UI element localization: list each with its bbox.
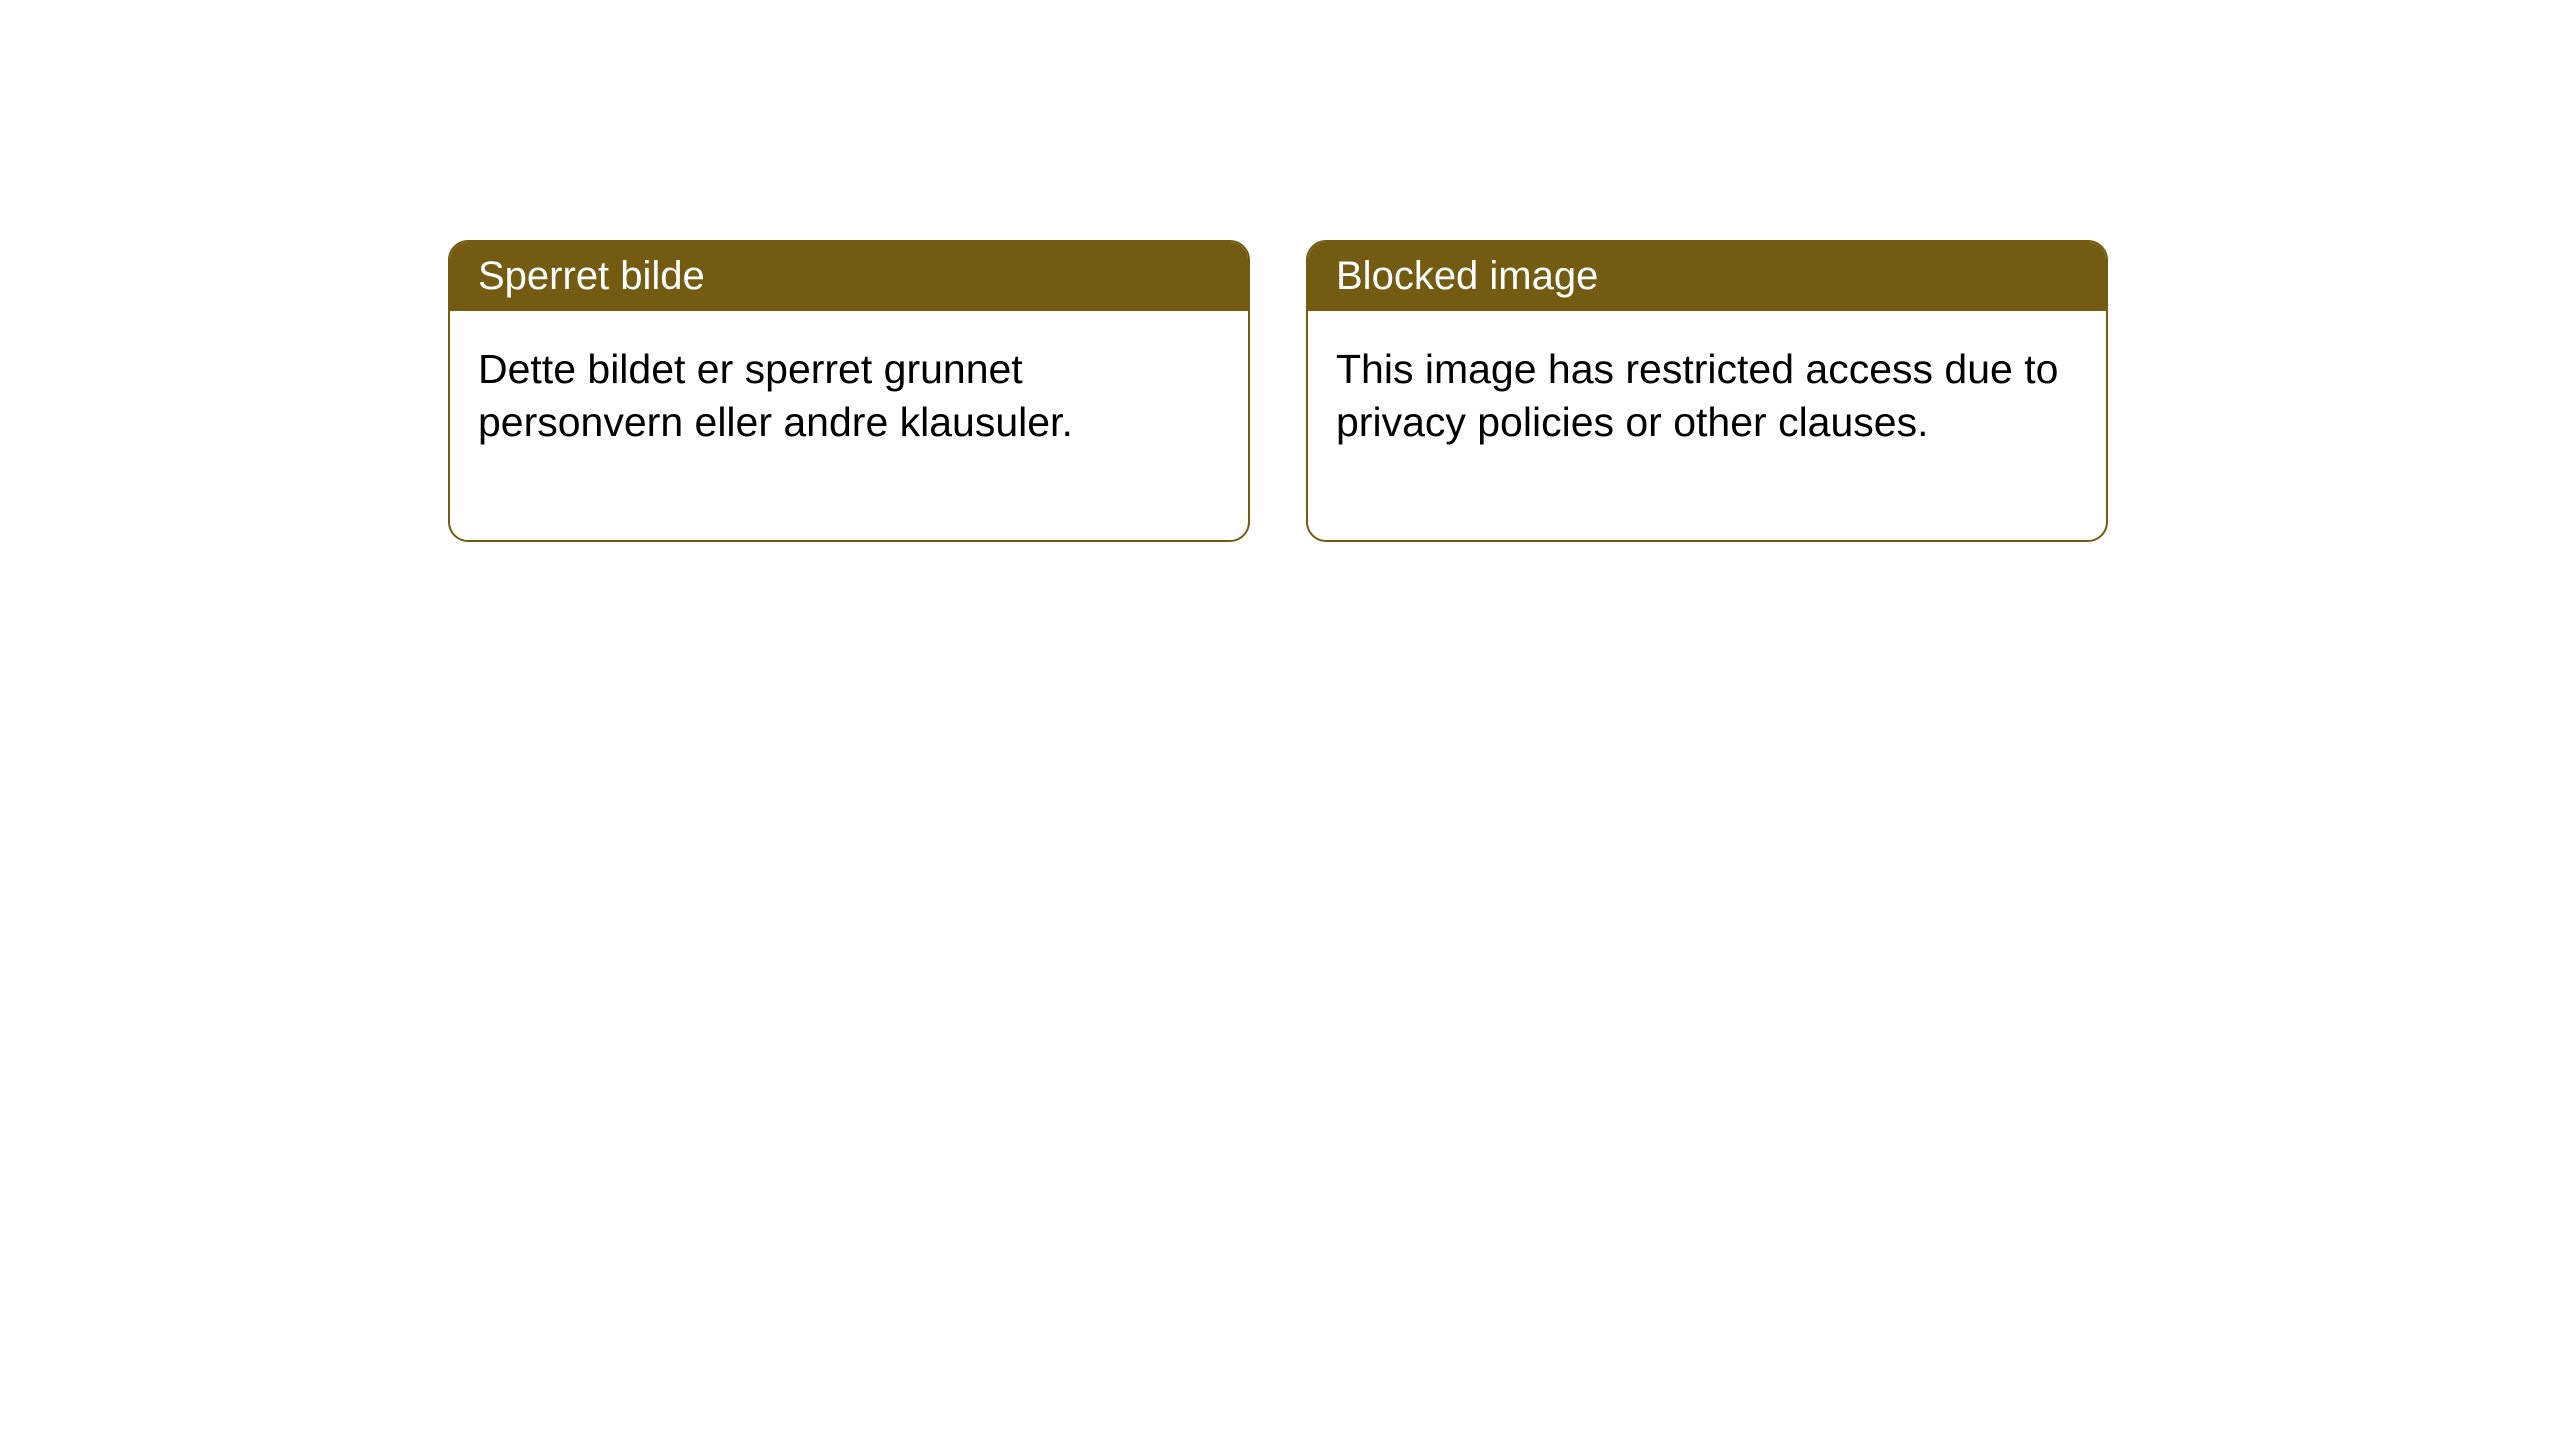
card-title-en: Blocked image [1336,254,1598,298]
card-body-text-no: Dette bildet er sperret grunnet personve… [478,346,1073,445]
card-body-text-en: This image has restricted access due to … [1336,346,2058,445]
card-body-en: This image has restricted access due to … [1308,311,2106,540]
blocked-image-card-en: Blocked image This image has restricted … [1306,240,2108,542]
notice-container: Sperret bilde Dette bildet er sperret gr… [0,0,2560,542]
card-header-no: Sperret bilde [450,242,1248,311]
card-body-no: Dette bildet er sperret grunnet personve… [450,311,1248,540]
blocked-image-card-no: Sperret bilde Dette bildet er sperret gr… [448,240,1250,542]
card-title-no: Sperret bilde [478,254,705,298]
card-header-en: Blocked image [1308,242,2106,311]
